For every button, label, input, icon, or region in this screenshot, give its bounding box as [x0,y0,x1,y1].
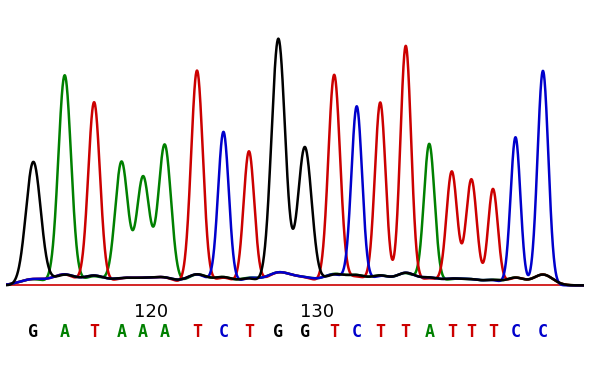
Text: T: T [375,323,385,341]
Text: 120: 120 [134,303,168,321]
Text: 130: 130 [300,303,335,321]
Text: A: A [117,323,126,341]
Text: C: C [510,323,520,341]
Text: G: G [273,323,283,341]
Text: T: T [467,323,476,341]
Text: T: T [401,323,411,341]
Text: A: A [424,323,434,341]
Text: G: G [300,323,310,341]
Text: A: A [138,323,148,341]
Text: T: T [244,323,254,341]
Text: G: G [28,323,38,341]
Text: A: A [60,323,70,341]
Text: T: T [329,323,339,341]
Text: T: T [488,323,498,341]
Text: C: C [218,323,228,341]
Text: C: C [352,323,362,341]
Text: T: T [447,323,457,341]
Text: T: T [192,323,202,341]
Text: C: C [538,323,548,341]
Text: T: T [89,323,99,341]
Text: A: A [160,323,170,341]
